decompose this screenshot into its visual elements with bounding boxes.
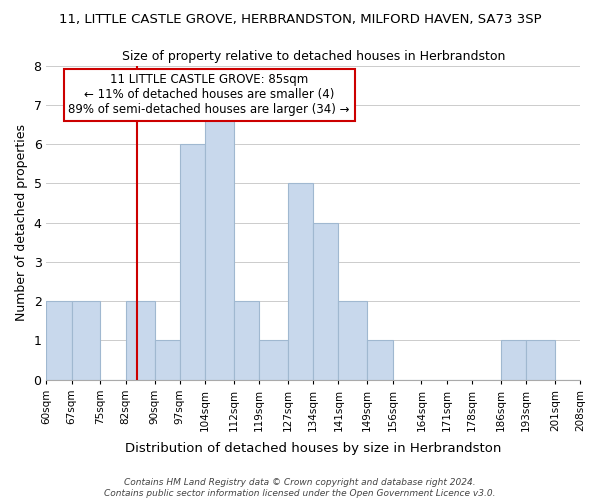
Bar (234, 301, 259, 380)
Bar (367, 340, 392, 380)
Bar (46, 301, 71, 380)
Bar (526, 340, 555, 380)
X-axis label: Distribution of detached houses by size in Herbrandston: Distribution of detached houses by size … (125, 442, 502, 455)
Bar (259, 340, 288, 380)
Bar (71, 301, 100, 380)
Bar (288, 184, 313, 380)
Text: 11 LITTLE CASTLE GROVE: 85sqm
← 11% of detached houses are smaller (4)
89% of se: 11 LITTLE CASTLE GROVE: 85sqm ← 11% of d… (68, 74, 350, 116)
Text: 11, LITTLE CASTLE GROVE, HERBRANDSTON, MILFORD HAVEN, SA73 3SP: 11, LITTLE CASTLE GROVE, HERBRANDSTON, M… (59, 12, 541, 26)
Bar (126, 301, 155, 380)
Text: Contains HM Land Registry data © Crown copyright and database right 2024.
Contai: Contains HM Land Registry data © Crown c… (104, 478, 496, 498)
Title: Size of property relative to detached houses in Herbrandston: Size of property relative to detached ho… (122, 50, 505, 63)
Bar (155, 340, 180, 380)
Y-axis label: Number of detached properties: Number of detached properties (15, 124, 28, 321)
Bar (180, 144, 205, 380)
Bar (205, 105, 234, 380)
Bar (500, 340, 526, 380)
Bar (313, 222, 338, 380)
Bar (338, 301, 367, 380)
